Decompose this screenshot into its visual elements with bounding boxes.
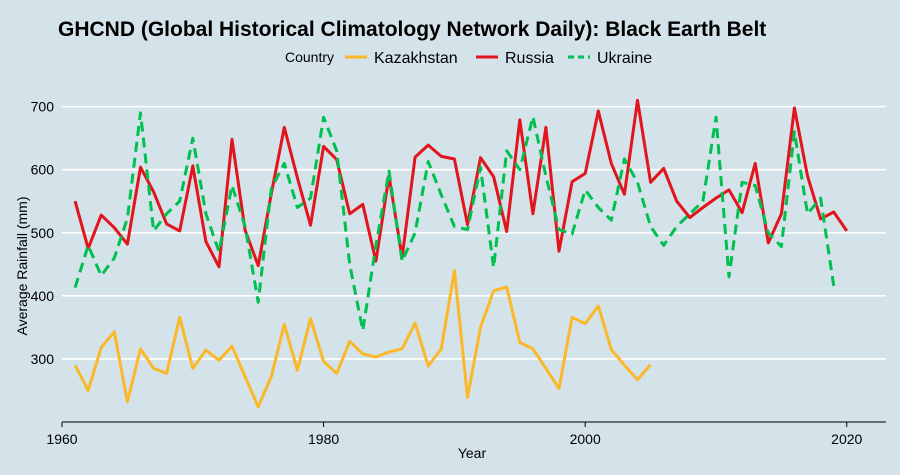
series-line-ukraine [73, 111, 836, 332]
x-axis-title: Year [458, 445, 487, 461]
y-tick-label: 400 [31, 288, 55, 304]
x-tick-label: 2020 [831, 431, 862, 447]
y-tick-label: 500 [31, 225, 55, 241]
series-line-russia [73, 98, 849, 269]
axes: 300 400 500 600 700 1960 1980 2000 2020 [31, 99, 886, 447]
legend-title: Country [285, 49, 334, 65]
y-tick-label: 300 [31, 351, 55, 367]
legend-label-ukraine: Ukraine [597, 50, 652, 67]
legend-label-russia: Russia [505, 50, 554, 67]
series-line-kazakhstan [73, 269, 652, 409]
y-tick-label: 700 [31, 99, 55, 115]
x-tick-label: 1960 [46, 431, 77, 447]
y-axis-title: Average Rainfall (mm) [14, 196, 30, 335]
y-tick-label: 600 [31, 162, 55, 178]
chart-title: GHCND (Global Historical Climatology Net… [58, 18, 766, 41]
legend-label-kazakhstan: Kazakhstan [374, 50, 458, 67]
x-tick-label: 1980 [308, 431, 339, 447]
legend: Country Kazakhstan Russia Ukraine [285, 49, 652, 67]
series-layer [73, 98, 849, 409]
x-tick-label: 2000 [570, 431, 601, 447]
